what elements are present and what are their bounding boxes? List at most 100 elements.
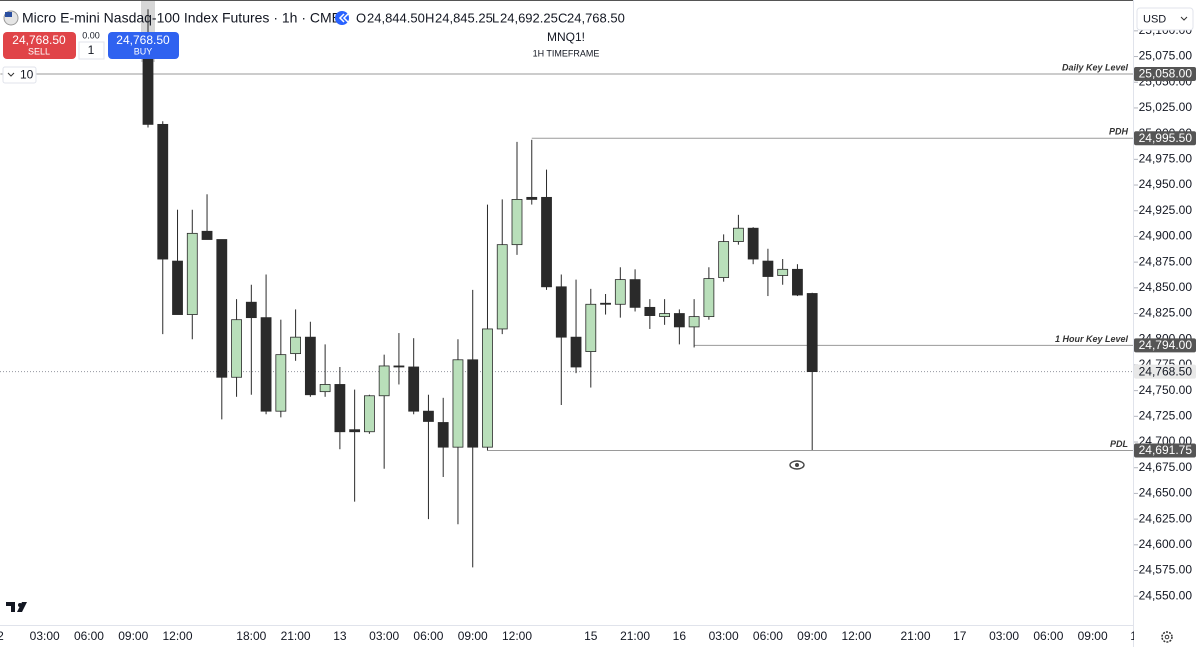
- candle-body: [600, 302, 611, 305]
- ohlc-value: 24,844.50: [367, 10, 425, 25]
- x-tick-label: 06:00: [1033, 629, 1063, 643]
- level-price-box: [1134, 443, 1196, 458]
- candle-body: [172, 260, 183, 315]
- candle-body: [659, 313, 670, 318]
- x-tick-label: 06:00: [753, 629, 783, 643]
- candle-body: [585, 303, 597, 352]
- candle-body: [186, 232, 198, 315]
- candle-body: [541, 196, 552, 288]
- x-tick-label: 09:00: [797, 629, 827, 643]
- candle-body: [201, 230, 213, 240]
- candle-body: [555, 286, 567, 338]
- candle-body: [423, 410, 434, 422]
- x-tick-label: 09:00: [118, 629, 148, 643]
- x-tick-label: 12:00: [841, 629, 871, 643]
- candle-body: [467, 359, 479, 448]
- candle-body: [378, 365, 390, 397]
- y-tick-label: 24,825.00: [1139, 306, 1193, 320]
- candle-body: [718, 241, 730, 278]
- candle-body: [452, 359, 464, 448]
- level-price-label: 24,794.00: [1139, 338, 1193, 352]
- y-tick-label: 24,650.00: [1139, 486, 1193, 500]
- candle-body: [216, 239, 228, 378]
- y-tick-label: 24,850.00: [1139, 280, 1193, 294]
- y-tick-label: 24,925.00: [1139, 203, 1193, 217]
- x-tick-label: 2: [0, 629, 4, 643]
- x-tick-label: 06:00: [74, 629, 104, 643]
- ohlc-key: O: [356, 10, 366, 25]
- collapse-icon: [338, 13, 349, 23]
- candle-body: [260, 317, 272, 412]
- currency-selector[interactable]: [1136, 7, 1194, 31]
- y-tick-label: 24,950.00: [1139, 177, 1193, 191]
- ohlc-key: C: [558, 10, 567, 25]
- y-tick-label: 24,750.00: [1139, 383, 1193, 397]
- candle-body: [157, 123, 169, 260]
- candle-body: [393, 365, 405, 368]
- candle-body: [673, 313, 685, 328]
- sell-price: 24,768.50: [12, 33, 66, 47]
- key-level-name: Daily Key Level: [1062, 62, 1129, 72]
- level-price-label: 24,995.50: [1139, 131, 1193, 145]
- candle-body: [747, 227, 759, 260]
- candle-body: [496, 244, 508, 330]
- x-tick-label: 09:00: [458, 629, 488, 643]
- candle-body: [349, 429, 361, 433]
- collapse-button[interactable]: [335, 11, 349, 25]
- candle-body: [629, 279, 641, 308]
- key-level-name: PDH: [1109, 127, 1129, 137]
- level-price-label: 25,058.00: [1139, 67, 1193, 81]
- buy-button[interactable]: [108, 32, 179, 59]
- y-tick-label: 25,025.00: [1139, 100, 1193, 114]
- level-price-label: 24,691.75: [1139, 443, 1193, 457]
- eye-pupil: [795, 463, 799, 467]
- candle-body: [688, 316, 700, 328]
- candle-body: [703, 278, 715, 318]
- flag-canton: [5, 12, 12, 17]
- sell-button[interactable]: [3, 32, 76, 59]
- symbol-name[interactable]: Micro E-mini Nasdaq-100 Index Futures · …: [22, 10, 341, 26]
- candle-body: [511, 199, 523, 246]
- gear-inner: [1164, 634, 1170, 640]
- plot-area: Daily Key Level PDH 1 Hour Key Level PDL: [0, 9, 1133, 568]
- candle-body: [733, 227, 744, 242]
- candle-body: [614, 279, 626, 305]
- quantity-box[interactable]: [78, 41, 105, 60]
- x-tick-label: 18:00: [236, 629, 266, 643]
- level-price-box: [1134, 131, 1196, 146]
- eye-icon[interactable]: [789, 460, 805, 470]
- x-tick-label: 12:00: [163, 629, 193, 643]
- candle-body: [437, 422, 449, 448]
- sell-label: SELL: [28, 46, 50, 56]
- y-tick-label: 24,575.00: [1139, 563, 1193, 577]
- y-tick-label: 24,900.00: [1139, 229, 1193, 243]
- x-tick-label: 03:00: [369, 629, 399, 643]
- ohlc-key: L: [492, 10, 499, 25]
- quantity: 1: [88, 43, 95, 57]
- x-tick-label: 12:00: [502, 629, 532, 643]
- x-tick-label: 21:00: [281, 629, 311, 643]
- y-tick-label: 24,600.00: [1139, 537, 1193, 551]
- x-tick-label: 03:00: [709, 629, 739, 643]
- candle-body: [644, 306, 656, 316]
- key-level-name: PDL: [1110, 439, 1128, 449]
- settings-button[interactable]: [1161, 631, 1173, 643]
- level-price-box: [1134, 67, 1196, 82]
- x-axis: 2 03:00 06:00 09:00 12:00 18:00 21:00 13 03:00 06…: [0, 629, 1144, 643]
- candle-body: [570, 336, 582, 368]
- currency-chevron: [1180, 16, 1188, 21]
- ohlc-value: 24,768.50: [567, 10, 625, 25]
- currency: USD: [1143, 13, 1166, 25]
- x-tick-label: 17: [953, 629, 967, 643]
- x-tick-label: 13: [333, 629, 347, 643]
- candle-body: [806, 293, 818, 373]
- x-tick-label: 21:00: [901, 629, 931, 643]
- ohlc-value: 24,845.25: [435, 10, 493, 25]
- candle-body: [231, 319, 242, 378]
- price-axis: 24,550.00 24,575.00 24,600.00 24,625.00 24,6…: [1134, 23, 1196, 602]
- indicators-toggle[interactable]: [2, 66, 37, 84]
- key-level-name: 1 Hour Key Level: [1055, 334, 1129, 344]
- candle-body: [334, 384, 346, 433]
- candle-body: [408, 366, 420, 412]
